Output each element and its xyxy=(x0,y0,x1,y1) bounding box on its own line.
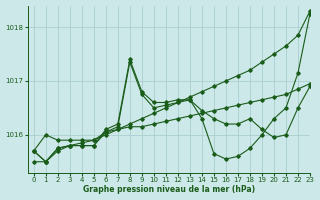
X-axis label: Graphe pression niveau de la mer (hPa): Graphe pression niveau de la mer (hPa) xyxy=(83,185,255,194)
